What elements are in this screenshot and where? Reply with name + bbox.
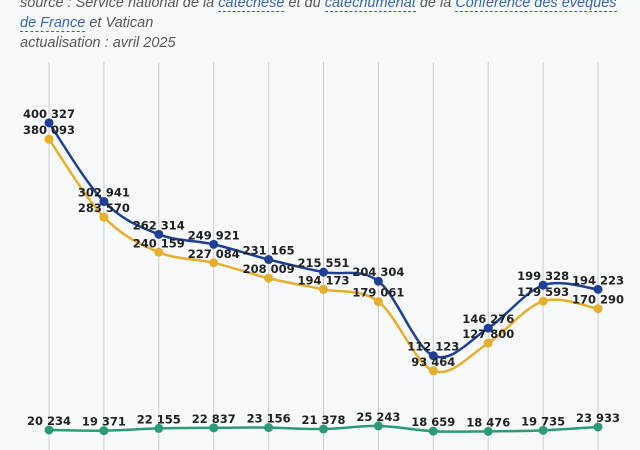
series-green-data-label: 18 476 xyxy=(466,415,510,429)
series-blue-point[interactable] xyxy=(264,255,274,265)
link-catechese[interactable]: catéchèse xyxy=(218,0,285,12)
series-orange-data-label: 170 290 xyxy=(572,293,624,307)
series-orange-point[interactable] xyxy=(483,338,493,348)
series-green-point[interactable] xyxy=(373,421,383,431)
series-orange-point[interactable] xyxy=(593,304,603,314)
series-orange-point[interactable] xyxy=(264,273,274,283)
series-orange-point[interactable] xyxy=(154,247,164,257)
series-orange-data-label: 194 173 xyxy=(297,273,349,287)
update-text: actualisation : avril 2025 xyxy=(20,35,176,51)
series-orange-point[interactable] xyxy=(209,258,219,268)
series-green-data-label: 23 156 xyxy=(247,412,291,426)
series-blue-point[interactable] xyxy=(483,323,493,333)
series-green-data-label: 22 837 xyxy=(192,412,236,426)
series-orange-data-label: 240 159 xyxy=(133,236,185,250)
series-green-data-label: 22 155 xyxy=(137,412,181,426)
series-blue-data-label: 302 941 xyxy=(78,186,130,200)
series-green-point[interactable] xyxy=(209,423,219,433)
series-orange-data-label: 179 593 xyxy=(517,285,569,299)
series-green-data-label: 23 933 xyxy=(576,411,620,425)
series-green-point[interactable] xyxy=(264,423,274,433)
series-blue-point[interactable] xyxy=(428,351,438,361)
series-blue-point[interactable] xyxy=(593,284,603,294)
series-blue-point[interactable] xyxy=(44,118,54,128)
chart-notes: source : Service national de la catéchès… xyxy=(20,0,635,53)
source-text: et du xyxy=(288,0,321,11)
series-blue-point[interactable] xyxy=(209,239,219,249)
series-orange-data-label: 93 464 xyxy=(411,355,455,369)
series-orange-point[interactable] xyxy=(44,134,54,144)
series-blue-data-label: 194 223 xyxy=(572,273,624,287)
series-orange-data-label: 227 084 xyxy=(188,247,240,261)
series-orange-point[interactable] xyxy=(373,297,383,307)
series-orange-data-label: 208 009 xyxy=(243,262,295,276)
source-text: et Vatican xyxy=(89,15,154,31)
series-orange-data-label: 380 093 xyxy=(23,123,75,137)
series-green-data-label: 25 243 xyxy=(356,410,400,424)
series-orange-point[interactable] xyxy=(319,284,328,294)
series-blue-point[interactable] xyxy=(373,276,383,286)
series-blue-data-label: 215 551 xyxy=(297,256,349,270)
series-blue-data-label: 112 123 xyxy=(407,340,459,354)
series-green-data-label: 19 735 xyxy=(521,414,565,428)
series-blue-data-label: 262 314 xyxy=(133,218,185,232)
link-cef[interactable]: Conférence des évêques de France xyxy=(20,0,617,32)
series-green-data-label: 21 378 xyxy=(301,413,345,427)
series-blue-data-label: 249 921 xyxy=(188,228,240,242)
series-orange-data-label: 283 570 xyxy=(78,201,130,215)
series-orange-point[interactable] xyxy=(538,296,548,306)
series-green-data-label: 20 234 xyxy=(27,414,71,428)
series-green-point[interactable] xyxy=(538,425,548,435)
series-blue-data-label: 231 165 xyxy=(243,244,295,258)
series-blue-data-label: 400 327 xyxy=(23,107,75,121)
source-text: de la xyxy=(419,0,452,11)
source-text: source : Service national de la xyxy=(20,0,215,11)
series-blue-data-label: 204 304 xyxy=(352,265,404,279)
series-green-point[interactable] xyxy=(483,426,493,436)
series-green-point[interactable] xyxy=(44,425,54,435)
series-orange-data-label: 127 800 xyxy=(462,327,514,341)
series-blue-point[interactable] xyxy=(154,229,164,239)
series-blue-point[interactable] xyxy=(99,197,109,207)
series-green-point[interactable] xyxy=(154,423,164,433)
series-orange-data-label: 179 061 xyxy=(352,286,404,300)
series-green-point[interactable] xyxy=(319,424,328,434)
series-green-data-label: 18 659 xyxy=(411,415,455,429)
series-green-point[interactable] xyxy=(593,422,603,432)
series-blue-data-label: 146 276 xyxy=(462,312,514,326)
series-orange-point[interactable] xyxy=(428,366,438,376)
series-green-point[interactable] xyxy=(428,426,438,436)
series-blue-point[interactable] xyxy=(538,280,548,290)
series-green-data-label: 19 371 xyxy=(82,415,126,429)
series-blue-point[interactable] xyxy=(319,267,328,277)
series-orange-point[interactable] xyxy=(99,212,109,222)
series-blue-data-label: 199 328 xyxy=(517,269,569,283)
link-catechumenat[interactable]: catéchuménat xyxy=(324,0,416,12)
series-green-point[interactable] xyxy=(99,426,109,436)
